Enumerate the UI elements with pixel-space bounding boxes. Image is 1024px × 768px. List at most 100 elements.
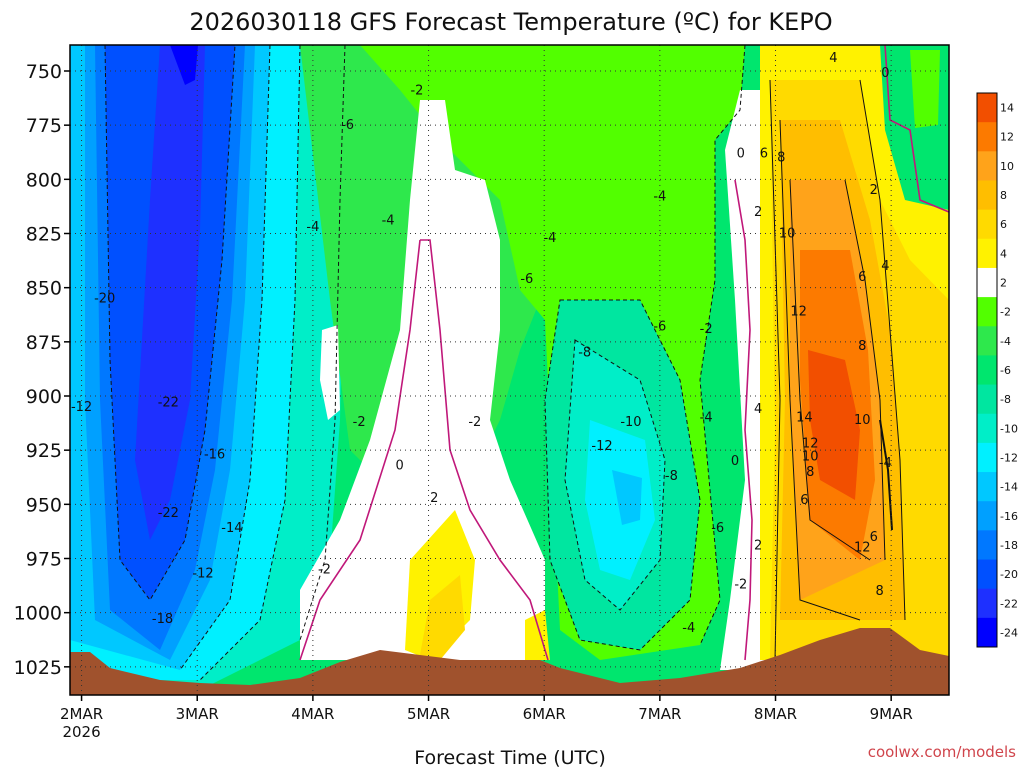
y-tick-label: 875 [26,332,62,354]
contour-label: 10 [802,450,819,465]
contour-label: 8 [875,584,883,599]
contour-label: 0 [395,458,403,473]
colorbar-label: -10 [1000,422,1018,435]
colorbar-cell [977,180,997,211]
contour-label: 12 [802,437,819,452]
colorbar-cell [977,93,997,123]
y-tick-label: 975 [26,549,62,571]
contour-label: -4 [700,411,713,426]
contour-label: -14 [221,521,242,536]
colorbar-label: -6 [1000,364,1011,377]
colorbar-label: -14 [1000,481,1018,494]
colorbar-cell [977,209,997,240]
colorbar-cell [977,151,997,181]
x-tick-label: 4MAR [291,705,334,723]
contour-label: 0 [881,66,889,81]
contour-label: -4 [543,231,556,246]
colorbar-cell [977,617,997,648]
colorbar-cell [977,530,997,561]
contour-label: 12 [790,305,807,320]
contour-label: -6 [520,272,533,287]
contour-line [544,299,701,651]
colorbar-label: -2 [1000,306,1011,319]
colorbar-label: 12 [1000,131,1014,144]
terrain-ground [70,628,949,695]
x-tick-label: 5MAR [407,705,450,723]
colorbar-cell [977,238,997,269]
colorbar-label: -24 [1000,626,1018,639]
colorbar-cell [977,472,997,502]
colorbar-cell [977,355,997,386]
colorbar-label: 6 [1000,218,1007,231]
y-axis: 750 775 800 825 850 875 900 925 950 975 1000 1025 [14,61,70,679]
contour-lines [104,45,949,681]
contour-label: -16 [204,448,225,463]
colorbar-label: -16 [1000,510,1018,523]
contour-label: -18 [152,612,173,627]
contour-line [779,119,861,621]
contour-line [789,179,871,561]
colorbar-cell [977,384,997,415]
colorbar-cell [977,297,997,327]
colorbar-label: 10 [1000,160,1014,173]
contour-label: 8 [777,151,785,166]
contour-label: -12 [71,400,92,415]
colorbar-cell [977,122,997,152]
contour-line [769,79,781,661]
contour-label: -8 [578,346,591,361]
contour-label: -2 [734,578,747,593]
y-tick-label: 825 [26,224,62,246]
contour-label: -6 [711,521,724,536]
contour-label: -4 [306,220,319,235]
contour-label: 10 [854,413,871,428]
contour-label: 8 [806,465,814,480]
y-tick-label: 775 [26,115,62,137]
x-tick-label: 9MAR [870,705,913,723]
contour-label: -8 [665,469,678,484]
band-minus-24 [170,45,198,85]
contour-label: -22 [158,506,179,521]
contour-label: 6 [858,270,866,285]
contour-label: -2 [410,84,423,99]
band-minus-22 [135,45,205,540]
contour-label: -6 [653,320,666,335]
contour-label: 14 [796,411,813,426]
x-tick-label: 6MAR [523,705,566,723]
contour-label: 2 [754,205,762,220]
contour-label: -4 [653,190,666,205]
y-tick-label: 750 [26,61,62,83]
contour-label: 4 [829,51,837,66]
colorbar-cell [977,559,997,590]
credit-text: coolwx.com/models [868,743,1016,761]
y-tick-label: 850 [26,278,62,300]
y-tick-label: 900 [26,386,62,408]
contour-label: 12 [854,541,871,556]
band-near-zero-east [720,90,770,670]
contour-label: 2 [870,183,878,198]
colorbar-frame [976,92,998,648]
contour-label: 4 [881,259,889,274]
contour-label: 6 [870,530,878,545]
colorbar-cell [977,501,997,531]
colorbar-cell [977,588,997,619]
colorbar-label: 4 [1000,247,1007,260]
colorbar-label: 2 [1000,277,1007,290]
colorbar-label: 14 [1000,102,1014,115]
contour-label: 0 [737,146,745,161]
contour-label: -2 [353,415,366,430]
colorbar-label: 8 [1000,189,1007,202]
contour-zero-line [420,239,549,661]
contour-label: 0 [731,454,739,469]
plot-frame [69,44,950,696]
y-tick-label: 1025 [14,657,62,679]
contour-label: -12 [192,567,213,582]
colorbar: 14 12 10 8 6 4 2 -2 -4 -6 -8 -10 -12 -14 -16 -18 -20 -22 -… [976,92,1018,648]
contour-label: -20 [94,292,115,307]
band-minus-14b [612,470,642,525]
contour-line [564,339,666,611]
y-tick-label: 950 [26,494,62,516]
x-tick-sublabel: 2026 [62,723,100,741]
x-tick-label: 2MAR [60,705,103,723]
